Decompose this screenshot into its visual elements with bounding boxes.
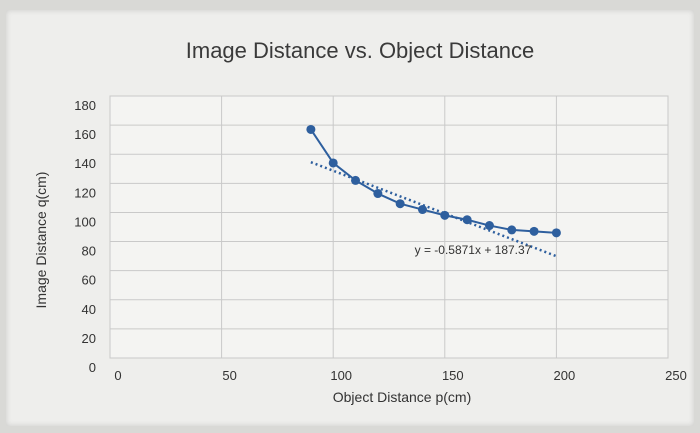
plot-area [109, 95, 669, 359]
data-point [417, 205, 427, 215]
data-point [529, 226, 539, 236]
y-tick-label: 140 [74, 156, 96, 171]
x-axis-ticks: 0 50 100 150 200 250 [114, 368, 686, 383]
chart-title: Image Distance vs. Object Distance [186, 38, 534, 63]
data-point [306, 124, 316, 134]
y-tick-label: 180 [74, 98, 96, 113]
chart-frame: Image Distance vs. Object Distance 0 50 10… [6, 10, 694, 426]
scatter-chart: Image Distance vs. Object Distance 0 50 10… [33, 38, 687, 405]
trendline-equation: y = -0.5871x + 187.37 [415, 243, 532, 257]
y-tick-label: 100 [74, 214, 96, 229]
x-tick-label: 100 [330, 368, 352, 383]
data-point [373, 189, 383, 199]
y-tick-label: 80 [82, 244, 96, 259]
y-tick-label: 120 [74, 185, 96, 200]
data-point [551, 228, 561, 238]
trendline [310, 161, 557, 258]
x-tick-label: 50 [222, 368, 236, 383]
y-tick-label: 160 [74, 127, 96, 142]
data-point [328, 158, 338, 168]
data-point [462, 215, 472, 225]
y-tick-label: 40 [82, 302, 96, 317]
y-tick-label: 0 [89, 360, 96, 375]
y-tick-label: 60 [82, 273, 96, 288]
data-point [440, 210, 450, 220]
grid [109, 95, 669, 359]
x-tick-label: 150 [442, 368, 464, 383]
x-tick-label: 0 [114, 368, 121, 383]
x-tick-label: 250 [665, 368, 687, 383]
y-tick-label: 20 [82, 331, 96, 346]
trendline-path [310, 161, 557, 258]
y-axis-label: Image Distance q(cm) [33, 172, 49, 309]
data-point [507, 225, 517, 235]
x-axis-label: Object Distance p(cm) [333, 389, 471, 405]
data-point [484, 221, 494, 231]
data-point [351, 175, 361, 185]
data-point [395, 199, 405, 209]
data-series [306, 124, 561, 238]
x-tick-label: 200 [554, 368, 576, 383]
y-axis-ticks: 0 20 40 60 80 100 120 140 160 180 [74, 98, 96, 375]
